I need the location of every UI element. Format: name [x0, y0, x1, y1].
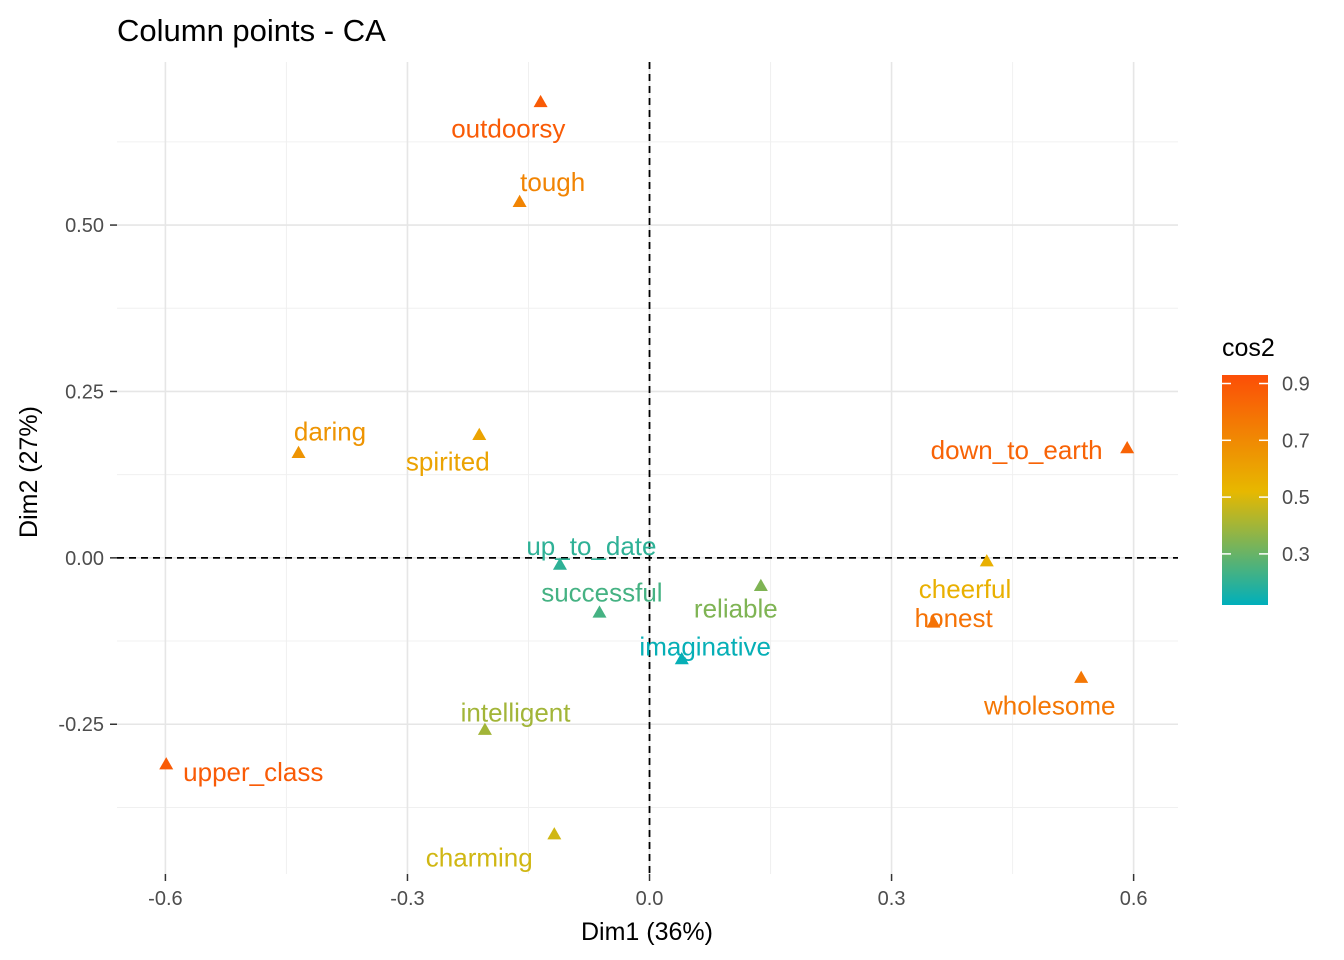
y-axis-title: Dim2 (27%)	[15, 406, 43, 538]
point-label-daring: daring	[294, 416, 366, 446]
point-label-charming: charming	[426, 842, 533, 872]
point-marker-wholesome	[1074, 670, 1089, 683]
point-marker-spirited	[472, 427, 487, 440]
point-marker-upper_class	[159, 757, 174, 770]
cos2-legend: cos2 0.9 0.7 0.5 0.3	[1222, 334, 1310, 605]
point-marker-honest	[926, 615, 941, 628]
point-label-tough: tough	[520, 167, 585, 197]
x-tick-label: 0.0	[636, 888, 664, 910]
x-tick-labels: -0.6 -0.3 0.0 0.3 0.6	[148, 888, 1147, 910]
point-marker-down_to_earth	[1120, 441, 1135, 454]
legend-tick-label: 0.3	[1282, 544, 1310, 566]
axis-ticks	[110, 224, 1135, 881]
x-tick-label: 0.3	[878, 888, 906, 910]
point-label-reliable: reliable	[694, 593, 778, 623]
minor-gridlines	[117, 62, 1178, 874]
point-label-honest: honest	[915, 603, 994, 633]
point-label-upper_class: upper_class	[183, 757, 323, 787]
x-tick-label: 0.6	[1120, 888, 1148, 910]
point-label-outdoorsy: outdoorsy	[451, 114, 565, 144]
point-label-intelligent: intelligent	[461, 697, 572, 727]
y-tick-label: 0.00	[65, 548, 104, 570]
point-labels: outdoorsy tough daring spirited down_to_eart…	[183, 114, 1115, 873]
point-marker-up_to_date	[552, 557, 567, 570]
point-label-down_to_earth: down_to_earth	[931, 435, 1103, 465]
point-label-up_to_date: up_to_date	[526, 531, 656, 561]
x-tick-label: -0.6	[148, 888, 182, 910]
legend-tick-label: 0.9	[1282, 374, 1310, 396]
x-axis-title: Dim1 (36%)	[581, 918, 713, 946]
point-marker-successful	[592, 605, 607, 618]
point-marker-reliable	[753, 578, 768, 592]
point-label-spirited: spirited	[406, 446, 490, 476]
point-label-imaginative: imaginative	[639, 631, 771, 661]
point-marker-tough	[512, 194, 527, 208]
reference-lines	[117, 62, 1178, 874]
y-tick-labels: -0.25 0.00 0.25 0.50	[58, 215, 104, 736]
major-gridlines	[117, 62, 1178, 874]
point-label-cheerful: cheerful	[919, 574, 1012, 604]
legend-ticks: 0.9 0.7 0.5 0.3	[1222, 374, 1310, 566]
point-marker-daring	[291, 445, 306, 458]
legend-tick-label: 0.5	[1282, 487, 1310, 509]
data-points	[159, 94, 1135, 840]
point-marker-outdoorsy	[533, 94, 548, 108]
point-marker-charming	[547, 827, 562, 840]
x-tick-label: -0.3	[390, 888, 424, 910]
chart-title: Column points - CA	[117, 13, 386, 48]
point-label-wholesome: wholesome	[983, 691, 1116, 721]
legend-tick-label: 0.7	[1282, 430, 1310, 452]
point-label-successful: successful	[541, 577, 662, 607]
point-marker-intelligent	[477, 722, 492, 735]
y-tick-label: 0.25	[65, 381, 104, 403]
point-marker-cheerful	[979, 554, 994, 567]
legend-colorbar	[1222, 375, 1268, 605]
y-tick-label: 0.50	[65, 215, 104, 237]
legend-title: cos2	[1222, 334, 1275, 362]
y-tick-label: -0.25	[58, 714, 104, 736]
point-marker-imaginative	[674, 652, 689, 665]
